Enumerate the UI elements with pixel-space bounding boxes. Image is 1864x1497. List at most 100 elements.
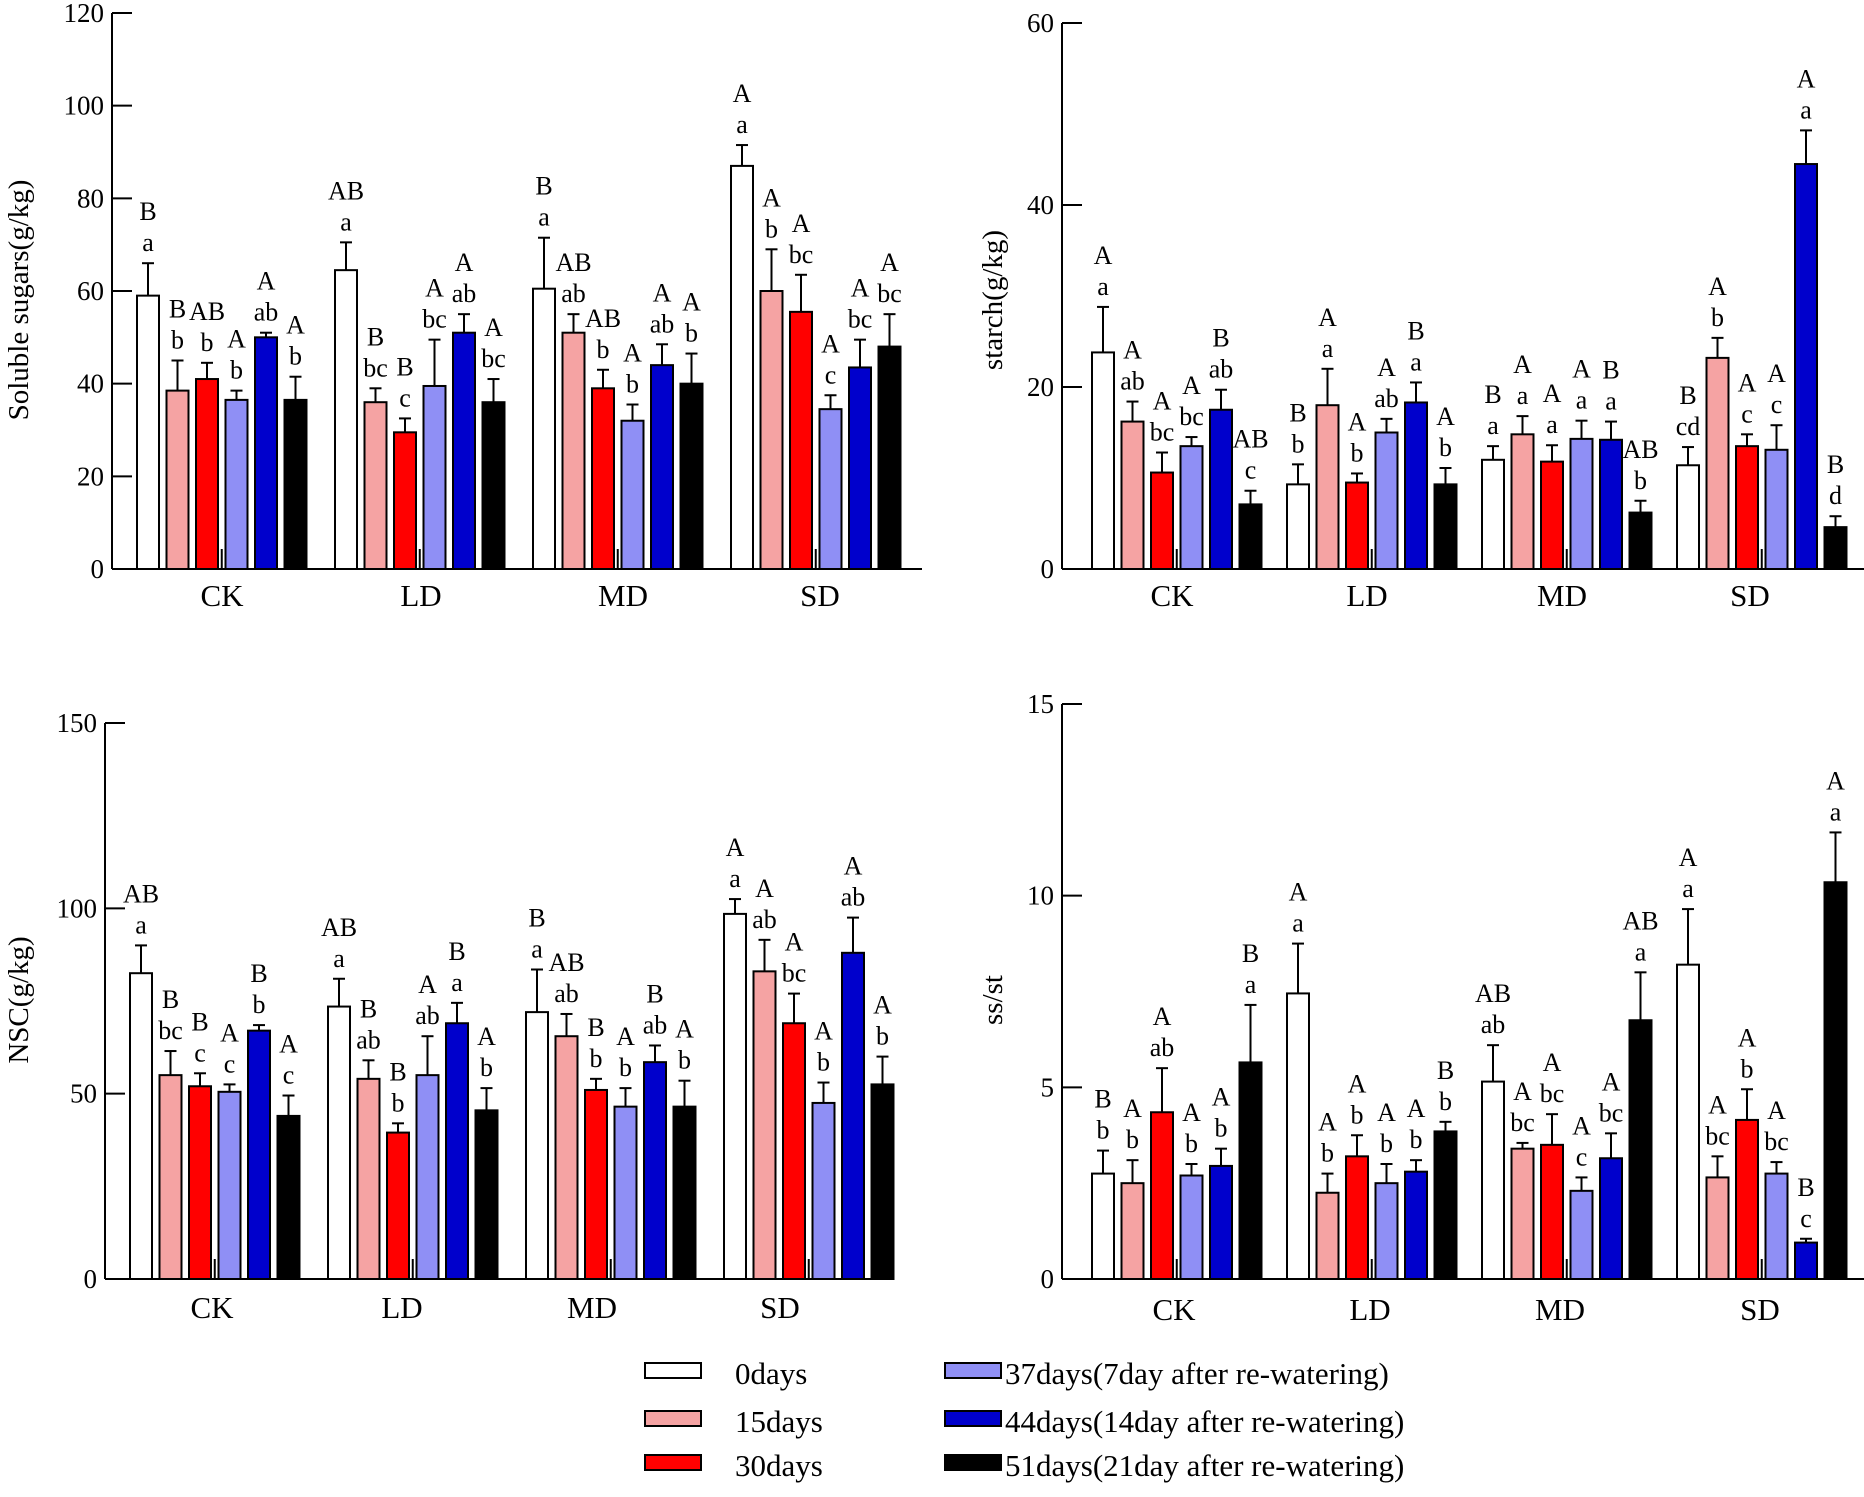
- sig-label-lower: a: [1410, 347, 1422, 376]
- bar-ck-series-5: [1238, 1061, 1263, 1280]
- bar-ld-series-1: [1315, 404, 1340, 571]
- y-tick-label: 80: [77, 183, 104, 213]
- legend: 0days 15days 30days 37days(7day after re-wa…: [644, 1356, 1404, 1483]
- sig-label-lower: ab: [415, 1001, 440, 1030]
- bar-ck-series-5: [1238, 503, 1263, 571]
- bar-ck-series-3: [1179, 1174, 1204, 1280]
- sig-label-upper: A: [1826, 766, 1845, 795]
- category-label-ck: CK: [200, 578, 244, 613]
- sig-label-upper: B: [587, 1013, 604, 1042]
- sig-label-lower: a: [1605, 387, 1617, 416]
- sig-label-upper: B: [367, 322, 384, 351]
- bar-ck-series-3: [1179, 445, 1204, 570]
- bar-ld-series-2: [393, 431, 417, 571]
- sig-label-upper: B: [535, 172, 552, 201]
- sig-label-upper: A: [257, 267, 276, 296]
- y-tick-label: 40: [77, 369, 104, 399]
- legend-swatch-2: [644, 1454, 702, 1471]
- bar-ld-series-3: [1374, 1182, 1399, 1280]
- sig-label-lower: a: [538, 203, 550, 232]
- sig-label-lower: b: [1711, 303, 1724, 332]
- sig-label-upper: AB: [123, 879, 159, 908]
- y-tick-label: 20: [1027, 372, 1054, 402]
- sig-label-lower: bc: [877, 279, 902, 308]
- bar-md-series-4: [1599, 1157, 1623, 1280]
- sig-label-upper: A: [425, 274, 444, 303]
- bar-md-series-5: [672, 1105, 697, 1281]
- sig-label-upper: AB: [548, 948, 584, 977]
- sig-label-lower: ab: [254, 298, 279, 327]
- sig-label-lower: b: [1351, 1100, 1364, 1129]
- y-tick-label: 100: [64, 91, 105, 121]
- sig-label-upper: A: [1153, 1002, 1172, 1031]
- bar-ck-series-2: [195, 378, 219, 570]
- bar-ld-series-2: [1345, 481, 1369, 570]
- sig-label-lower: b: [626, 370, 639, 399]
- bar-sd-series-1: [759, 290, 784, 570]
- sig-label-lower: b: [201, 328, 214, 357]
- sig-label-lower: a: [142, 228, 154, 257]
- sig-label-upper: A: [880, 248, 899, 277]
- sig-label-lower: bc: [422, 305, 447, 334]
- sig-label-lower: b: [1185, 1129, 1198, 1158]
- y-tick-label: 0: [1041, 554, 1055, 584]
- sig-label-lower: a: [1292, 909, 1304, 938]
- bar-md-series-2: [1540, 1143, 1564, 1281]
- bar-sd-series-2: [1735, 1118, 1759, 1280]
- sig-label-upper: A: [279, 1030, 298, 1059]
- bar-ck-series-4: [1209, 408, 1233, 570]
- sig-label-lower: d: [1829, 481, 1842, 510]
- sig-label-upper: B: [1797, 1173, 1814, 1202]
- sig-label-upper: A: [755, 874, 774, 903]
- sig-label-upper: A: [1212, 1083, 1231, 1112]
- sig-label-upper: A: [1767, 1096, 1786, 1125]
- sig-label-upper: A: [418, 970, 437, 999]
- bar-sd-series-5: [870, 1083, 895, 1281]
- sig-label-upper: A: [1602, 1067, 1621, 1096]
- sig-label-upper: A: [1289, 878, 1308, 907]
- bar-ck-series-0: [1091, 351, 1115, 571]
- sig-label-upper: A: [1123, 1094, 1142, 1123]
- sig-label-lower: a: [1517, 381, 1529, 410]
- bar-sd-series-0: [730, 164, 754, 570]
- sig-label-lower: b: [480, 1053, 493, 1082]
- sig-label-upper: A: [1738, 1023, 1757, 1052]
- bar-md-series-1: [1510, 433, 1535, 570]
- category-label-sd: SD: [1740, 1292, 1780, 1327]
- category-label-ld: LD: [1349, 1292, 1390, 1327]
- sig-label-upper: A: [733, 79, 752, 108]
- bar-ck-series-0: [1091, 1172, 1115, 1281]
- sig-label-upper: B: [1679, 381, 1696, 410]
- sig-label-lower: b: [1634, 466, 1647, 495]
- bar-sd-series-1: [752, 970, 777, 1280]
- sig-label-upper: A: [873, 991, 892, 1020]
- sig-label-lower: ab: [1481, 1010, 1506, 1039]
- bar-ck-series-1: [1120, 1182, 1145, 1280]
- sig-label-lower: a: [1245, 970, 1257, 999]
- sig-label-upper: B: [646, 979, 663, 1008]
- sig-label-lower: b: [685, 319, 698, 348]
- bar-md-series-3: [620, 419, 645, 570]
- sig-label-upper: AB: [321, 913, 357, 942]
- sig-label-lower: b: [1439, 1087, 1452, 1116]
- sig-label-lower: a: [340, 207, 352, 236]
- legend-swatch-4: [944, 1410, 1002, 1427]
- bar-ck-series-0: [129, 972, 153, 1280]
- y-tick-label: 50: [70, 1079, 97, 1109]
- y-tick-label: 5: [1041, 1072, 1055, 1102]
- bar-md-series-4: [650, 364, 674, 570]
- bar-md-series-2: [1540, 460, 1564, 570]
- sig-label-lower: ab: [752, 905, 777, 934]
- sig-label-upper: B: [1602, 356, 1619, 385]
- y-tick-label: 0: [84, 1264, 98, 1294]
- sig-label-lower: ab: [554, 979, 579, 1008]
- sig-label-lower: b: [1321, 1139, 1334, 1168]
- sig-label-lower: a: [1097, 272, 1109, 301]
- y-tick-label: 40: [1027, 190, 1054, 220]
- bar-md-series-3: [1569, 437, 1594, 570]
- sig-label-lower: ab: [643, 1010, 668, 1039]
- bar-ck-series-2: [1150, 1111, 1174, 1280]
- sig-label-upper: A: [814, 1017, 833, 1046]
- bar-sd-series-4: [848, 366, 872, 571]
